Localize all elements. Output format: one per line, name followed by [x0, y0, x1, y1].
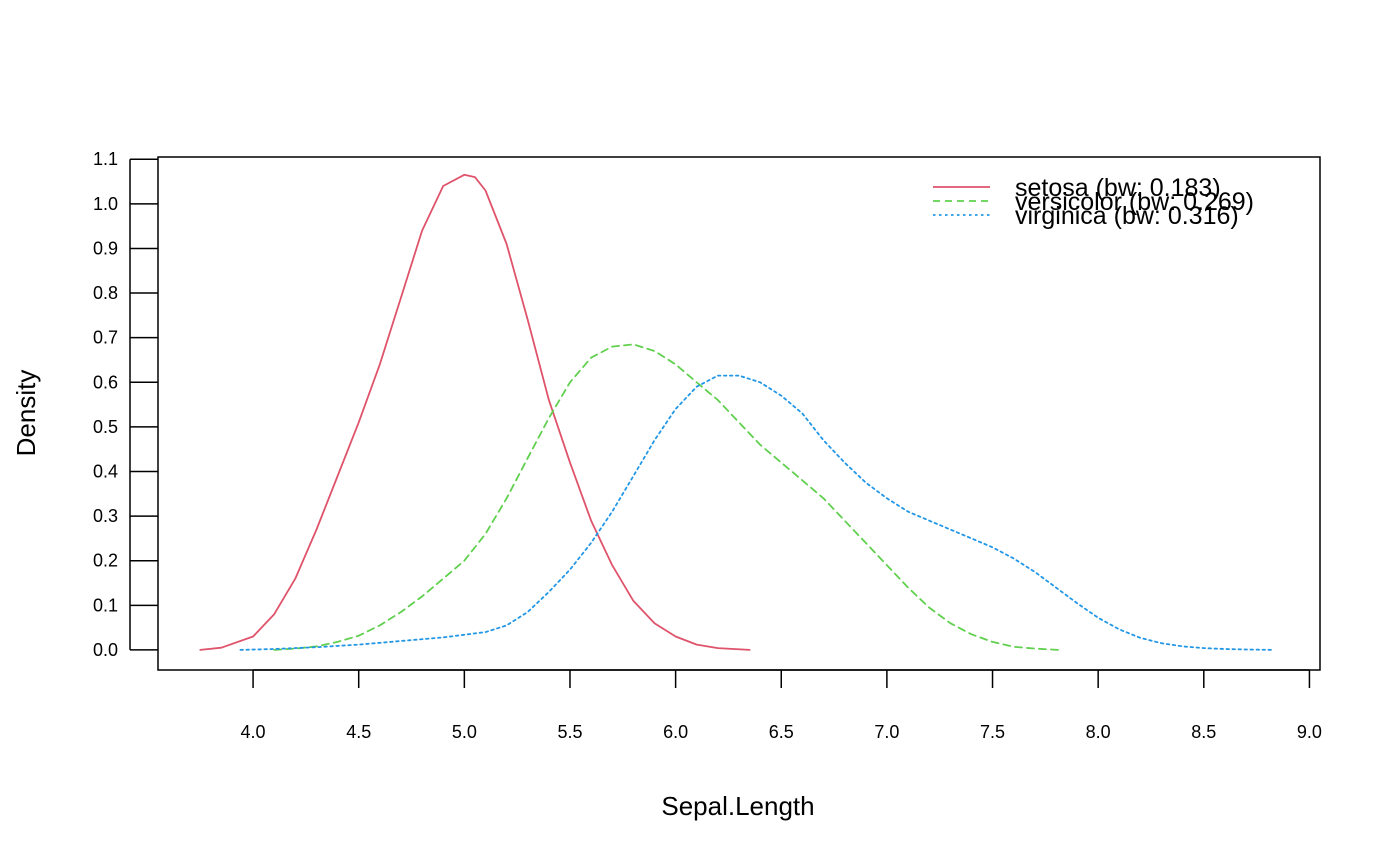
x-tick-label: 7.5 [980, 722, 1005, 742]
x-tick-label: 6.5 [769, 722, 794, 742]
y-tick-label: 0.8 [93, 283, 118, 303]
x-tick-label: 4.5 [346, 722, 371, 742]
y-tick-label: 0.7 [93, 328, 118, 348]
x-tick-label: 7.0 [874, 722, 899, 742]
series-line-0 [199, 173, 751, 651]
plot-frame [157, 156, 1321, 671]
y-tick-label: 0.2 [93, 551, 118, 571]
y-tick-label: 1.0 [93, 194, 118, 214]
y-tick-label: 0.3 [93, 506, 118, 526]
series-line-1 [273, 343, 1059, 651]
y-tick-label: 1.1 [93, 149, 118, 169]
x-tick-label: 8.5 [1191, 722, 1216, 742]
x-tick-label: 4.0 [241, 722, 266, 742]
y-tick-label: 0.9 [93, 238, 118, 258]
series-line-2 [239, 374, 1275, 651]
legend: setosa (bw: 0.183)versicolor (bw: 0.269)… [933, 174, 1254, 230]
x-axis-title: Sepal.Length [661, 791, 814, 821]
x-tick-label: 8.0 [1086, 722, 1111, 742]
y-tick-label: 0.4 [93, 461, 118, 481]
legend-label-2: virginica (bw: 0.316) [1015, 202, 1239, 230]
series-layer [199, 173, 1275, 651]
x-tick-label: 5.0 [452, 722, 477, 742]
x-tick-label: 6.0 [663, 722, 688, 742]
legend-label-1: versicolor (bw: 0.269) [1015, 188, 1254, 216]
x-tick-label: 5.5 [557, 722, 582, 742]
y-tick-label: 0.0 [93, 640, 118, 660]
y-tick-label: 0.6 [93, 372, 118, 392]
y-tick-label: 0.1 [93, 595, 118, 615]
y-axis-title: Density [11, 370, 41, 457]
x-axis: 4.0 4.5 5.0 5.5 6.0 6.5 7.0 7.5 8.0 8.5 9.0 [241, 669, 1322, 742]
x-tick-label: 9.0 [1297, 722, 1322, 742]
y-axis: 0.0 0.1 0.2 0.3 0.4 0.5 0.6 0.7 0.8 0.9 1.0 1.1 [93, 149, 158, 660]
legend-label-0: setosa (bw: 0.183) [1015, 174, 1221, 202]
y-tick-label: 0.5 [93, 417, 118, 437]
